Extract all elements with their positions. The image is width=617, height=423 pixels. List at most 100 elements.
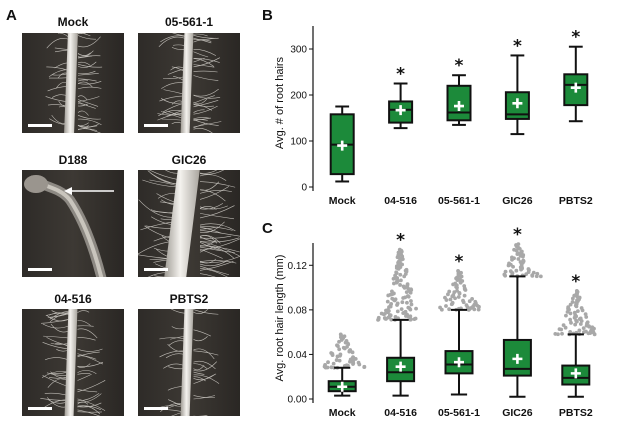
scale-bar — [144, 407, 168, 410]
panel-c-mean-marker — [395, 361, 406, 372]
panel-c-outlier-point — [362, 364, 367, 369]
panel-c-outlier-point — [409, 302, 414, 307]
panel-c-outlier-point — [568, 311, 573, 316]
micrograph-title: GIC26 — [172, 153, 207, 167]
panel-b-significance-star: * — [455, 56, 464, 76]
panel-c-outlier-point — [531, 270, 536, 275]
micrograph-title: D188 — [59, 153, 88, 167]
panel-c-outlier-point — [585, 320, 590, 325]
panel-c-outlier-point — [399, 307, 404, 311]
panel-c-outlier-point — [338, 352, 343, 357]
panel-c-outlier-point — [382, 311, 387, 316]
panel-c-outlier-point — [581, 326, 586, 331]
panel-b-box-04-516: * 04-516 — [384, 65, 417, 208]
root-body — [64, 309, 78, 416]
panel-c-outlier-point — [455, 288, 459, 293]
panel-c-outlier-point — [334, 358, 339, 362]
micrograph-title: Mock — [58, 15, 89, 29]
panel-c-outlier-point — [404, 267, 409, 272]
panel-c-y-tick-label: 0.04 — [288, 350, 308, 361]
panel-c-outlier-point — [538, 274, 543, 279]
panel-c-outlier-point — [389, 302, 394, 306]
panel-c-category-label: GIC26 — [502, 407, 533, 419]
panel-c-outlier-point — [464, 303, 469, 308]
panel-c-outlier-point — [444, 304, 448, 308]
panel-b-category-label: 04-516 — [384, 195, 417, 207]
panel-c-outlier-point — [348, 348, 353, 352]
panel-c-outlier-point — [389, 317, 394, 322]
panel-c-outlier-point — [342, 334, 347, 339]
panel-c-outlier-point — [401, 284, 406, 289]
panel-c-y-tick-label: 0.12 — [288, 261, 308, 272]
root-body — [180, 309, 194, 416]
panel-c-outlier-point — [566, 305, 571, 310]
panel-c-outlier-point — [329, 351, 334, 355]
scale-bar — [28, 124, 52, 127]
panel-b-root-hair-count-chart: B Avg. # of root hairs 0 100 200 300 Mock * 04… — [262, 7, 593, 207]
panel-c-box-PBTS2: * PBTS2 — [553, 272, 597, 419]
panel-c-box-Mock: Mock — [322, 332, 367, 419]
panel-c-outlier-point — [376, 315, 381, 320]
panel-c-outlier-point — [337, 347, 342, 352]
panel-c-outlier-point — [578, 322, 583, 326]
panel-c-category-label: 04-516 — [384, 407, 417, 419]
panel-c-outlier-point — [462, 284, 467, 288]
panel-c-significance-star: * — [455, 252, 464, 272]
panel-b-box-05-561-1: * 05-561-1 — [438, 56, 480, 207]
panel-c-outlier-point — [521, 258, 526, 263]
panel-c-outlier-point — [568, 302, 573, 307]
panel-c-outlier-point — [403, 309, 408, 314]
micrograph-3: D188 — [22, 153, 124, 277]
panel-c-outlier-point — [590, 325, 595, 330]
panel-c-significance-star: * — [396, 231, 405, 251]
panel-c-letter: C — [262, 220, 273, 237]
panel-c-outlier-point — [573, 322, 578, 327]
panel-b-category-label: 05-561-1 — [438, 195, 480, 207]
panel-c-outlier-point — [472, 307, 477, 312]
panel-c-outlier-point — [351, 355, 355, 359]
panel-c-outlier-point — [453, 296, 457, 301]
panel-a-micrographs: A Mock 05-561-1 D188 GIC26 04-516 PBTS2 — [6, 7, 240, 416]
panel-c-outlier-point — [395, 301, 400, 306]
panel-b-category-label: PBTS2 — [559, 195, 593, 207]
panel-b-mean-marker — [570, 82, 581, 93]
panel-c-category-label: 05-561-1 — [438, 407, 480, 419]
panel-c-outliers — [438, 268, 481, 312]
panel-c-root-hair-length-chart: C Avg. root hair length (mm) 0.00 0.04 0.0… — [262, 220, 597, 419]
panel-b-box-PBTS2: * PBTS2 — [559, 28, 593, 207]
panel-c-outlier-point — [512, 247, 516, 252]
panel-c-outlier-point — [470, 296, 474, 301]
panel-c-outlier-point — [398, 283, 402, 287]
panel-b-significance-star: * — [513, 36, 522, 56]
panel-c-outlier-point — [453, 281, 458, 286]
panel-c-outlier-point — [344, 363, 349, 368]
panel-c-outlier-point — [405, 294, 410, 298]
panel-b-significance-star: * — [396, 65, 405, 85]
panel-c-outlier-point — [393, 315, 398, 319]
panel-c-outlier-point — [578, 316, 583, 321]
panel-c-outlier-point — [503, 269, 508, 274]
panel-c-outlier-point — [507, 261, 511, 266]
panel-b-box-GIC26: * GIC26 — [502, 36, 533, 207]
panel-c-outlier-point — [568, 317, 573, 322]
panel-b-significance-star: * — [571, 28, 580, 48]
panel-c-outlier-point — [456, 295, 461, 299]
panel-c-outlier-point — [325, 365, 330, 370]
panel-c-outlier-point — [467, 299, 472, 304]
panel-c-y-axis-title: Avg. root hair length (mm) — [274, 255, 286, 382]
root-hairs — [40, 310, 106, 416]
panel-c-outlier-point — [579, 306, 584, 310]
panel-b-y-tick-label: 200 — [290, 91, 307, 102]
panel-c-outlier-point — [577, 328, 582, 333]
panel-b-mean-marker — [337, 140, 348, 151]
panel-c-outlier-point — [331, 361, 336, 366]
panel-c-outlier-point — [446, 292, 450, 297]
panel-c-mean-marker — [570, 368, 581, 379]
panel-c-outlier-point — [569, 320, 573, 325]
panel-c-outlier-point — [502, 272, 507, 277]
panel-c-outlier-point — [385, 308, 390, 312]
panel-c-outlier-point — [398, 272, 403, 277]
panel-c-outlier-point — [456, 268, 460, 273]
panel-c-outlier-point — [574, 289, 579, 293]
panel-c-outlier-point — [385, 299, 390, 304]
